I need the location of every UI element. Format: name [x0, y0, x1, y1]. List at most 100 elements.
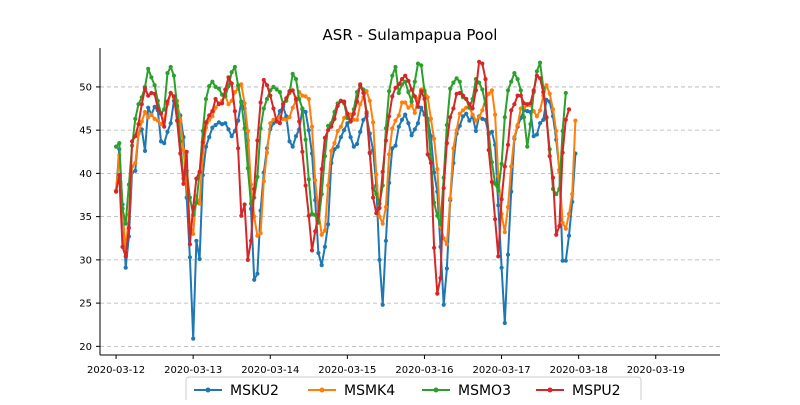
data-point: [210, 109, 215, 114]
data-point: [133, 168, 138, 173]
data-point: [448, 86, 453, 91]
data-point: [554, 128, 559, 134]
legend-label: MSMK4: [344, 383, 395, 399]
data-point: [460, 93, 466, 98]
data-point: [136, 122, 141, 127]
data-point: [493, 181, 498, 186]
data-point: [477, 115, 482, 120]
data-point: [197, 256, 202, 262]
data-point: [287, 139, 292, 144]
data-point: [383, 205, 388, 210]
data-point: [525, 102, 530, 107]
data-point: [181, 181, 186, 186]
data-point: [146, 105, 151, 110]
data-point: [560, 220, 565, 225]
data-point: [399, 82, 405, 87]
data-point: [152, 91, 157, 96]
data-point: [322, 244, 327, 249]
legend-label: MSPU2: [572, 383, 621, 399]
y-tick-label: 35: [79, 212, 92, 223]
legend-item-msmo3: MSMO3: [422, 383, 511, 399]
data-point: [268, 121, 273, 126]
data-point: [374, 211, 379, 216]
data-point: [563, 117, 568, 122]
data-point: [293, 134, 299, 139]
data-point: [239, 213, 244, 218]
data-point: [264, 150, 270, 155]
data-point: [239, 82, 244, 87]
data-point: [326, 222, 331, 227]
data-point: [252, 186, 257, 192]
data-point: [351, 144, 356, 149]
data-point: [563, 258, 568, 263]
data-point: [489, 179, 494, 185]
x-tick-label: 2020-03-13: [164, 365, 222, 376]
data-point: [168, 64, 173, 70]
data-point: [248, 201, 254, 206]
data-point: [444, 242, 449, 247]
data-point: [538, 60, 543, 65]
data-point: [483, 77, 488, 82]
data-point: [541, 90, 546, 95]
data-point: [425, 95, 430, 100]
data-point: [451, 106, 456, 111]
data-point: [123, 265, 128, 270]
data-point: [274, 119, 279, 124]
data-point: [252, 277, 257, 282]
data-point: [412, 79, 417, 84]
data-point: [406, 105, 411, 110]
data-point: [165, 129, 170, 134]
data-point: [300, 106, 305, 111]
data-point: [326, 123, 331, 128]
data-point: [165, 99, 170, 104]
data-point: [505, 252, 511, 257]
data-point: [444, 122, 449, 128]
data-point: [316, 250, 321, 256]
data-point: [380, 221, 385, 226]
data-point: [114, 189, 119, 194]
data-point: [470, 106, 475, 111]
data-point: [149, 90, 154, 96]
data-point: [499, 197, 504, 202]
data-point: [570, 192, 575, 197]
data-point: [547, 154, 552, 159]
data-point: [496, 203, 501, 208]
data-point: [460, 114, 466, 119]
data-point: [496, 254, 501, 259]
data-point: [316, 212, 321, 217]
legend-item-mspu2: MSPU2: [536, 383, 621, 399]
data-point: [146, 93, 151, 98]
data-point: [348, 135, 353, 140]
data-point: [261, 77, 266, 83]
data-point: [464, 111, 469, 116]
data-point: [245, 166, 250, 171]
data-point: [566, 211, 572, 217]
data-point: [367, 98, 372, 103]
x-axis-ticks: 2020-03-12 2020-03-13 2020-03-14 2020-03-15…: [87, 355, 685, 376]
data-point: [271, 106, 276, 111]
data-point: [428, 116, 433, 121]
data-point: [390, 126, 395, 131]
data-point: [374, 172, 379, 177]
data-point: [226, 127, 231, 132]
data-point: [473, 128, 478, 134]
data-point: [303, 94, 308, 99]
data-point: [133, 116, 138, 121]
data-point: [162, 141, 167, 146]
data-point: [194, 200, 199, 205]
data-point: [396, 82, 401, 87]
series-line: [115, 98, 577, 340]
data-point: [281, 102, 286, 107]
data-point: [480, 108, 485, 113]
data-point: [309, 211, 315, 217]
data-point: [287, 89, 292, 94]
data-point: [444, 266, 449, 271]
data-point: [509, 108, 514, 113]
data-point: [203, 120, 209, 125]
data-point: [261, 179, 266, 184]
data-point: [396, 124, 401, 129]
legend: MSKU2 MSMK4 MSMO3 MSPU2: [185, 376, 642, 405]
data-point: [518, 93, 523, 98]
data-point: [412, 127, 417, 132]
data-point: [422, 96, 427, 102]
